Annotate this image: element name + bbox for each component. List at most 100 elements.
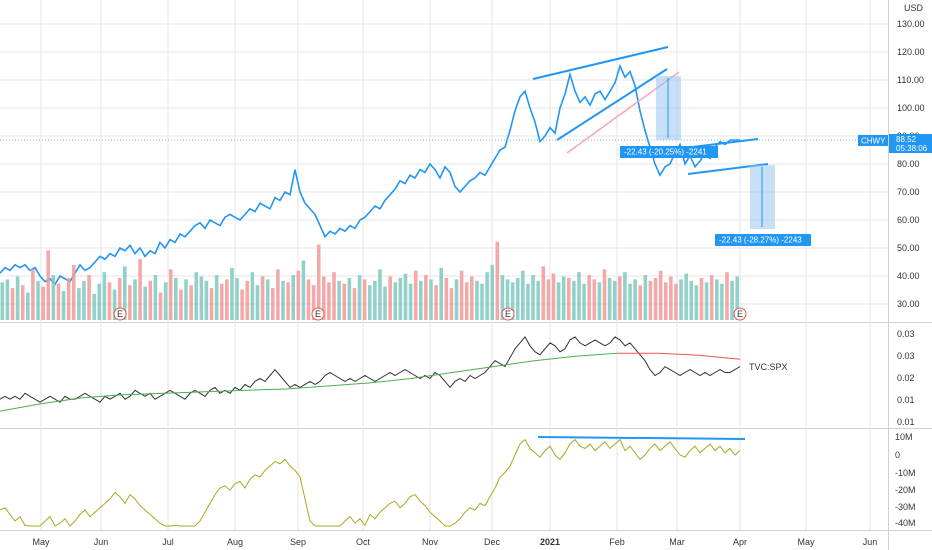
- flow-resistance-line: [537, 436, 746, 440]
- volume-bar: [168, 269, 173, 320]
- earnings-label: E: [117, 309, 123, 319]
- volume-bar: [561, 276, 566, 320]
- volume-bar: [735, 276, 739, 320]
- volume-bar: [143, 286, 147, 320]
- volume-bar: [470, 276, 474, 320]
- volume-bar: [128, 285, 132, 320]
- ratio-ma-line: [0, 352, 617, 412]
- volume-bar: [597, 282, 602, 320]
- volume-bar: [153, 275, 158, 320]
- volume-bar: [658, 270, 663, 320]
- volume-bar: [245, 280, 250, 320]
- volume-bar: [20, 285, 25, 320]
- volume-bar: [230, 267, 234, 320]
- x-tick-label: Mar: [669, 537, 685, 547]
- volume-bar: [572, 280, 576, 320]
- volume-bar: [31, 269, 35, 320]
- volume-bar: [633, 279, 637, 320]
- y-tick-label: 30.00: [897, 299, 920, 309]
- x-tick-label: Oct: [356, 537, 371, 547]
- ratio-y-tick-label: 0.02: [897, 373, 915, 383]
- volume-bar: [41, 286, 45, 320]
- volume-bar: [337, 280, 341, 320]
- volume-bar: [225, 279, 229, 320]
- volume-bar: [582, 283, 586, 320]
- volume-bar: [51, 275, 56, 320]
- volume-bar: [199, 276, 204, 320]
- volume-bar: [720, 283, 724, 320]
- volume-bar: [684, 273, 688, 320]
- volume-bar: [133, 279, 137, 320]
- volume-bar: [107, 282, 112, 320]
- ratio-panel: TVC:SPX: [0, 336, 788, 412]
- volume-bar: [689, 280, 694, 320]
- last-price-label: 88.52: [896, 135, 917, 144]
- volume-bar: [388, 276, 392, 320]
- volume-bar: [566, 277, 571, 320]
- volume-bar: [383, 286, 387, 320]
- volume-bar: [352, 288, 357, 320]
- volume-bar: [347, 277, 352, 320]
- y-tick-label: 120.00: [897, 47, 925, 57]
- volume-bar: [138, 259, 142, 320]
- flow-series-line: [0, 438, 741, 527]
- price-range-label: -22.43 (-20.25%) -2241: [624, 148, 707, 157]
- volume-bar: [112, 289, 117, 320]
- volume-bar: [5, 279, 10, 320]
- volume-bar: [46, 250, 51, 320]
- volume-bar: [189, 285, 193, 320]
- volume-bar: [602, 269, 607, 320]
- volume-bar: [694, 285, 699, 320]
- volume-bar: [357, 275, 362, 320]
- volume-bar: [378, 269, 382, 320]
- annotations: -22.43 (-20.25%) -2241 -22.43 (-28.27%) -…: [532, 46, 811, 246]
- volume-bar: [87, 275, 91, 320]
- flow-y-tick-label: -10M: [895, 468, 916, 478]
- x-tick-label: Sep: [290, 537, 306, 547]
- earnings-marker: [311, 307, 325, 321]
- volume-bar: [122, 266, 127, 320]
- volume-bar: [301, 260, 306, 320]
- ratio-y-tick-label: 0.03: [897, 351, 915, 361]
- volume-bar: [714, 279, 719, 320]
- y-tick-label: 100.00: [897, 103, 925, 113]
- volume-bar: [194, 272, 199, 320]
- volume-bar: [235, 277, 239, 320]
- volume-bar: [77, 288, 81, 320]
- volume-bar: [26, 292, 30, 320]
- earnings-marker: [501, 307, 515, 321]
- volume-bar: [342, 283, 347, 320]
- earnings-label: E: [737, 309, 743, 319]
- x-tick-label: Jun: [863, 537, 878, 547]
- volume-bar: [403, 273, 408, 320]
- currency-label: USD: [904, 3, 924, 13]
- price-range-label-bg: [715, 234, 811, 246]
- volume-bar: [148, 280, 153, 320]
- volume-bar: [526, 283, 530, 320]
- volume-bar: [551, 273, 556, 320]
- volume-bar: [704, 282, 709, 320]
- y-tick-label: 60.00: [897, 215, 920, 225]
- volume-bar: [15, 276, 20, 320]
- volume-bar: [306, 279, 311, 320]
- earnings-label: E: [315, 309, 321, 319]
- volume-bar: [327, 282, 331, 320]
- x-tick-label: Nov: [422, 537, 439, 547]
- volume-bar: [434, 285, 438, 320]
- volume-bar: [260, 276, 265, 320]
- earnings-marker: [733, 307, 747, 321]
- volume-bar: [92, 293, 96, 320]
- flow-y-tick-label: -40M: [895, 518, 916, 528]
- volume-bar: [663, 282, 668, 320]
- volume-bar: [536, 280, 540, 320]
- volume-bar: [276, 269, 280, 320]
- volume-bar: [413, 270, 418, 320]
- volume-bar: [449, 288, 454, 320]
- ticker-tag-label: CHWY: [861, 137, 886, 146]
- ratio-y-tick-label: 0.01: [897, 417, 915, 427]
- volume-bar: [439, 267, 443, 320]
- volume-bar: [648, 280, 653, 320]
- volume-bar: [643, 275, 648, 320]
